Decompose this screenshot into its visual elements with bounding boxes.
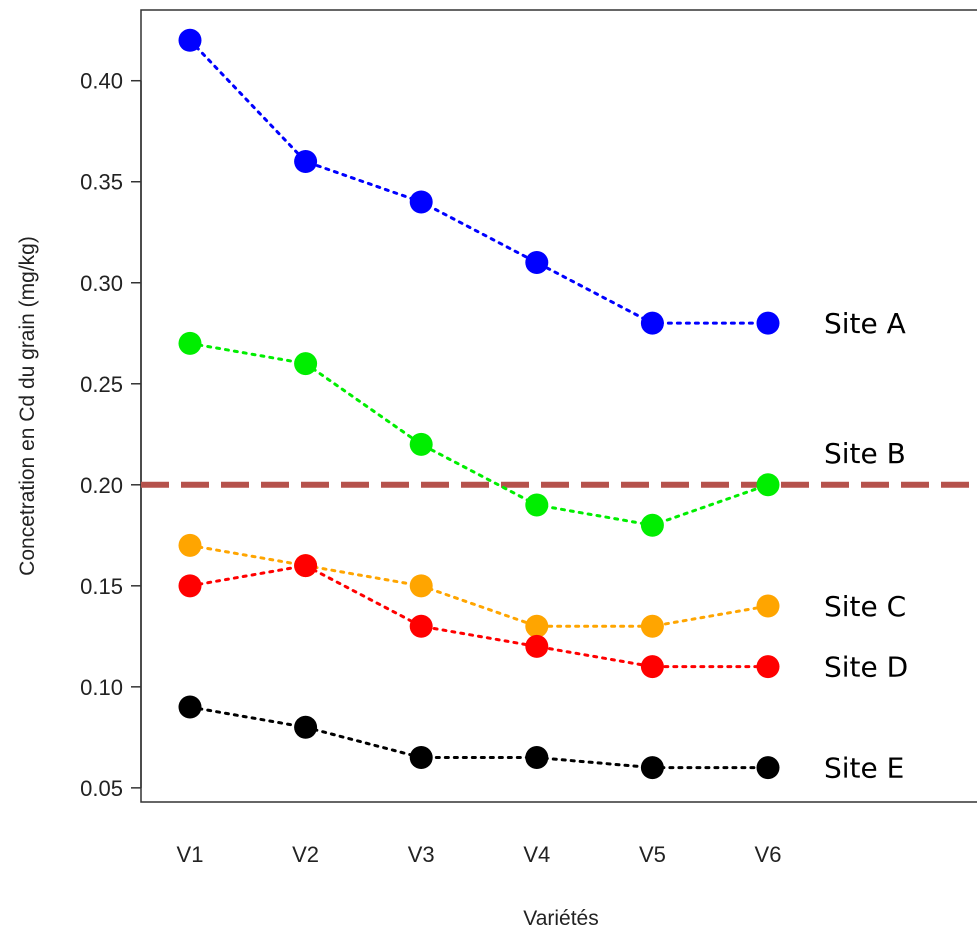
series-group [178,28,780,780]
series-line-site-b [188,341,770,527]
series-line-site-c [188,543,770,628]
x-axis-title: Variétés [523,907,598,930]
data-point [525,746,549,770]
series-label: Site A [824,307,906,340]
data-point [525,614,549,638]
data-point [409,574,433,598]
y-axis-title: Concetration en Cd du grain (mg/kg) [16,236,39,576]
x-axis: V1 V2 V3 V4 V5 V6 [177,842,782,867]
data-point [294,352,318,376]
data-point [525,634,549,658]
data-point [178,331,202,355]
data-point [294,150,318,174]
x-tick-label: V2 [292,842,319,867]
data-point [409,432,433,456]
y-tick-label: 0.05 [80,776,123,801]
data-point [525,493,549,517]
series-line-site-d [188,564,770,669]
data-point [756,473,780,497]
data-point [640,311,664,335]
data-point [178,574,202,598]
x-tick-label: V4 [523,842,550,867]
data-point [640,513,664,537]
series-line-site-e [188,705,770,770]
y-axis: 0.05 0.10 0.15 0.20 0.25 0.30 0.35 0.40 [80,69,142,801]
y-tick-label: 0.40 [80,69,123,94]
y-tick-label: 0.35 [80,170,123,195]
y-tick-label: 0.25 [80,372,123,397]
y-tick-label: 0.20 [80,473,123,498]
series-label: Site E [824,752,904,785]
x-tick-label: V3 [408,842,435,867]
data-point [178,695,202,719]
series-labels: Site A Site B Site C Site D Site E [824,307,908,784]
data-point [640,655,664,679]
y-tick-label: 0.30 [80,271,123,296]
data-point [409,614,433,638]
x-tick-label: V6 [755,842,782,867]
data-point [178,28,202,52]
data-point [640,756,664,780]
x-tick-label: V5 [639,842,666,867]
y-tick-label: 0.15 [80,574,123,599]
series-line-site-a [188,38,770,325]
y-tick-label: 0.10 [80,675,123,700]
data-point [640,614,664,638]
data-point [756,311,780,335]
data-point [525,251,549,275]
data-point [294,554,318,578]
series-label: Site B [824,437,906,470]
data-point [178,533,202,557]
data-point [756,756,780,780]
data-point [756,594,780,618]
data-point [409,190,433,214]
x-tick-label: V1 [177,842,204,867]
data-point [294,715,318,739]
series-label: Site C [824,590,906,623]
data-point [756,655,780,679]
data-point [409,746,433,770]
series-label: Site D [824,651,908,684]
